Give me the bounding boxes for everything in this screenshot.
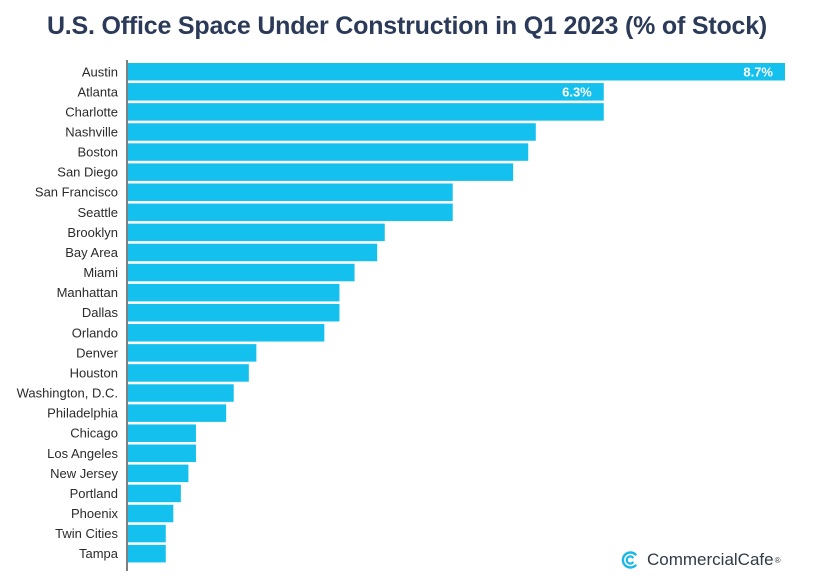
bar-san-diego — [128, 163, 514, 181]
category-label: Los Angeles — [47, 446, 118, 461]
bar-new-jersey — [128, 464, 189, 483]
category-label: Bay Area — [65, 245, 119, 260]
bar-tampa — [128, 544, 166, 563]
bar-boston — [128, 143, 529, 161]
category-label: Orlando — [72, 325, 118, 340]
bar-twin-cities — [128, 524, 166, 543]
data-labels-group: 8.7% 6.3% — [562, 64, 773, 99]
category-label: Charlotte — [65, 104, 118, 119]
category-label: Philadelphia — [47, 406, 119, 421]
category-label: Dallas — [82, 305, 119, 320]
category-labels-group: Austin Atlanta Charlotte Nashville Boston San… — [17, 64, 119, 561]
category-label: Denver — [76, 345, 119, 360]
bar-philadelphia — [128, 404, 227, 422]
category-label: San Diego — [57, 165, 118, 180]
category-label: Chicago — [70, 426, 118, 441]
bar-dallas — [128, 303, 340, 322]
bar-manhattan — [128, 283, 340, 302]
category-label: Miami — [83, 265, 118, 280]
bar-portland — [128, 484, 181, 503]
category-label: Phoenix — [71, 506, 118, 521]
category-label: Twin Cities — [55, 526, 118, 541]
chart-title: U.S. Office Space Under Construction in … — [46, 12, 768, 40]
bar-nashville — [128, 123, 536, 141]
category-label: Manhattan — [57, 285, 118, 300]
bar-charlotte — [128, 103, 604, 121]
bar-miami — [128, 263, 355, 282]
bar-brooklyn — [128, 223, 385, 242]
category-label: Washington, D.C. — [17, 386, 118, 401]
bar-phoenix — [128, 504, 174, 523]
bar-washington-d-c — [128, 384, 234, 402]
brand-name: CommercialCafe — [647, 550, 774, 569]
bar-austin — [128, 63, 785, 81]
bar-denver — [128, 344, 257, 362]
bar-atlanta — [128, 83, 604, 101]
category-label: Brooklyn — [67, 225, 118, 240]
category-label: San Francisco — [35, 185, 118, 200]
data-label: 8.7% — [743, 64, 773, 79]
category-label: Austin — [82, 64, 118, 79]
commercialcafe-logo-icon — [621, 551, 637, 569]
brand-watermark: CommercialCafe ® — [620, 547, 781, 573]
category-label: Seattle — [78, 205, 118, 220]
bar-los-angeles — [128, 444, 196, 463]
bars-group — [128, 63, 785, 563]
bar-san-francisco — [128, 183, 453, 201]
category-label: Atlanta — [78, 84, 119, 99]
bar-orlando — [128, 324, 325, 342]
bar-houston — [128, 364, 249, 382]
category-label: Tampa — [79, 546, 119, 561]
brand-registered-mark: ® — [774, 555, 781, 565]
bar-chicago — [128, 424, 196, 442]
category-label: Nashville — [65, 124, 118, 139]
bar-bay-area — [128, 243, 378, 262]
bar-seattle — [128, 203, 453, 222]
data-label: 6.3% — [562, 84, 592, 99]
category-label: New Jersey — [50, 466, 118, 481]
category-label: Boston — [78, 145, 118, 160]
category-label: Houston — [70, 365, 118, 380]
category-label: Portland — [70, 486, 118, 501]
